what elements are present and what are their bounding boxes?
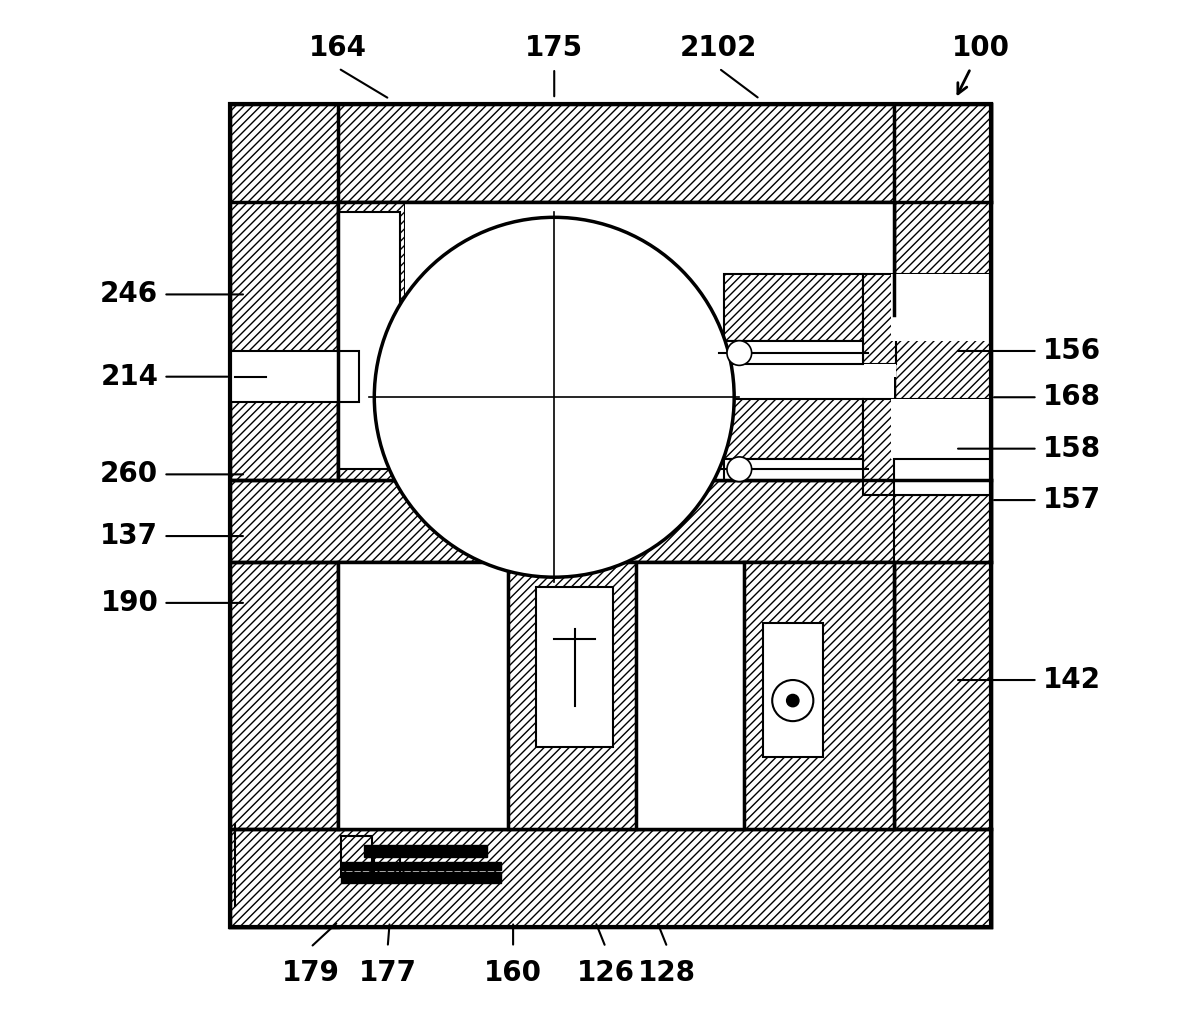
- Text: 137: 137: [101, 522, 159, 551]
- Bar: [508, 562, 637, 829]
- Circle shape: [787, 695, 799, 706]
- Text: 179: 179: [281, 959, 340, 987]
- Text: 177: 177: [359, 959, 417, 987]
- Text: 100: 100: [952, 34, 1010, 62]
- Text: 2102: 2102: [680, 34, 758, 62]
- Bar: [536, 588, 613, 746]
- Text: 160: 160: [484, 959, 542, 987]
- Text: 128: 128: [639, 959, 697, 987]
- Bar: [341, 862, 501, 870]
- Bar: [894, 459, 991, 495]
- Bar: [894, 104, 991, 927]
- Bar: [341, 836, 372, 877]
- Bar: [405, 202, 894, 479]
- Text: 164: 164: [310, 34, 368, 62]
- Text: 214: 214: [101, 363, 159, 391]
- Text: 142: 142: [1042, 666, 1100, 694]
- Text: 126: 126: [576, 959, 634, 987]
- Bar: [231, 479, 991, 562]
- Bar: [862, 399, 896, 495]
- Bar: [745, 562, 894, 829]
- Text: 158: 158: [1042, 435, 1101, 463]
- Circle shape: [727, 457, 752, 481]
- Text: 175: 175: [525, 34, 584, 62]
- Bar: [231, 104, 991, 202]
- Text: 246: 246: [100, 280, 159, 308]
- Text: 156: 156: [1042, 337, 1101, 365]
- Circle shape: [772, 680, 813, 721]
- Bar: [894, 274, 991, 315]
- Circle shape: [727, 340, 752, 365]
- Text: 190: 190: [101, 589, 159, 617]
- Bar: [891, 399, 991, 459]
- Bar: [231, 829, 991, 927]
- Bar: [231, 351, 359, 402]
- Bar: [724, 459, 862, 479]
- Bar: [339, 212, 400, 469]
- Bar: [862, 274, 896, 364]
- Text: 168: 168: [1042, 384, 1100, 411]
- Bar: [724, 399, 862, 459]
- Bar: [339, 562, 508, 829]
- Circle shape: [375, 218, 734, 577]
- Bar: [891, 274, 991, 340]
- Bar: [341, 872, 501, 883]
- Bar: [894, 495, 991, 562]
- Bar: [862, 364, 896, 376]
- Bar: [894, 399, 991, 459]
- Text: 157: 157: [1042, 486, 1101, 514]
- Bar: [231, 104, 339, 927]
- Text: 260: 260: [100, 461, 159, 489]
- Bar: [637, 562, 745, 829]
- Bar: [724, 340, 862, 364]
- Bar: [231, 104, 991, 927]
- Bar: [763, 624, 823, 757]
- Bar: [339, 202, 405, 479]
- Bar: [364, 844, 488, 857]
- Bar: [375, 846, 400, 877]
- Bar: [724, 274, 862, 340]
